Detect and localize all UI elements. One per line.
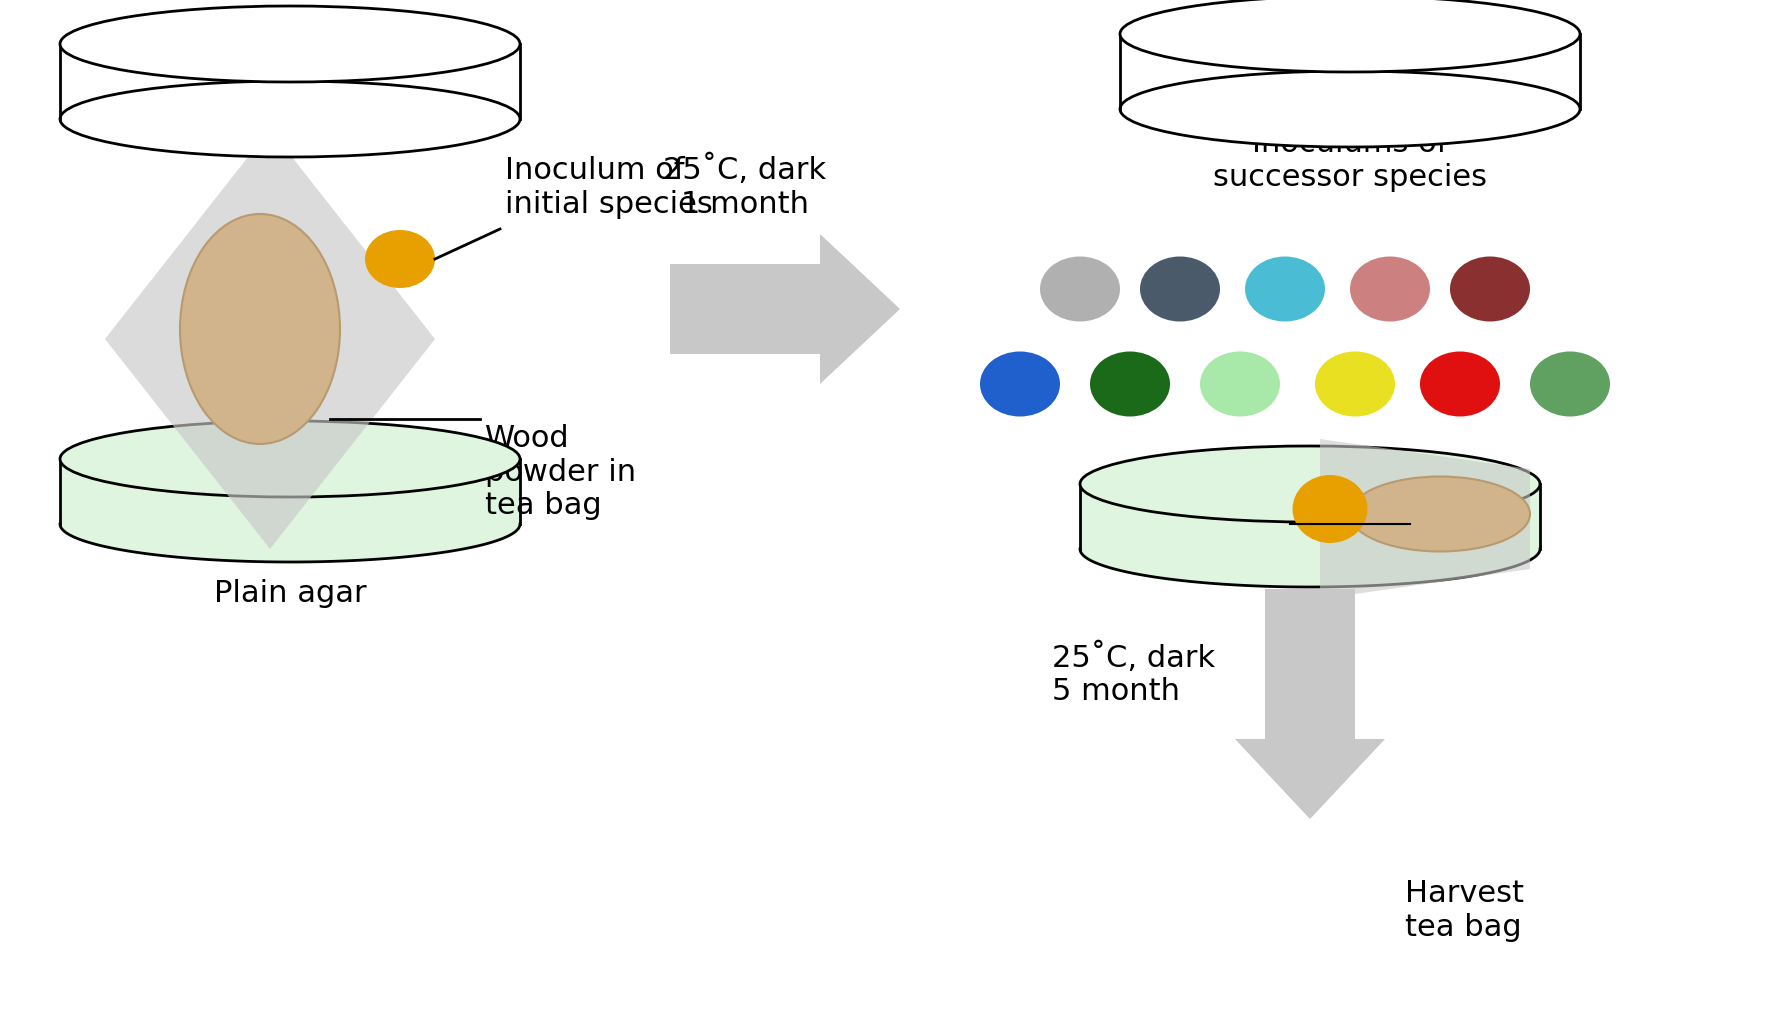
FancyArrow shape xyxy=(671,234,899,384)
Text: Inoculums of
successor species: Inoculums of successor species xyxy=(1212,129,1487,192)
Ellipse shape xyxy=(1529,352,1611,417)
Polygon shape xyxy=(1080,484,1540,549)
Ellipse shape xyxy=(365,230,435,288)
Ellipse shape xyxy=(1200,352,1280,417)
Text: Plain agar: Plain agar xyxy=(214,579,366,608)
Ellipse shape xyxy=(1080,446,1540,522)
Text: Harvest
tea bag: Harvest tea bag xyxy=(1405,879,1524,942)
Polygon shape xyxy=(104,129,435,549)
Ellipse shape xyxy=(1351,257,1430,322)
Ellipse shape xyxy=(60,81,520,157)
Polygon shape xyxy=(60,459,520,524)
Ellipse shape xyxy=(1080,511,1540,587)
Ellipse shape xyxy=(1420,352,1499,417)
Ellipse shape xyxy=(1120,0,1581,72)
Text: 25˚C, dark
1 month: 25˚C, dark 1 month xyxy=(664,154,827,219)
Text: Wood
powder in
tea bag: Wood powder in tea bag xyxy=(485,424,635,521)
Ellipse shape xyxy=(1041,257,1120,322)
Ellipse shape xyxy=(1450,257,1529,322)
Ellipse shape xyxy=(1140,257,1220,322)
Text: 25˚C, dark
5 month: 25˚C, dark 5 month xyxy=(1051,642,1214,706)
Ellipse shape xyxy=(1292,475,1368,543)
Ellipse shape xyxy=(60,486,520,562)
Text: Inoculum of
initial species: Inoculum of initial species xyxy=(504,156,713,219)
Ellipse shape xyxy=(1244,257,1326,322)
Ellipse shape xyxy=(181,214,340,444)
Ellipse shape xyxy=(60,421,520,497)
Ellipse shape xyxy=(981,352,1060,417)
Ellipse shape xyxy=(60,6,520,82)
Ellipse shape xyxy=(1351,477,1529,551)
Polygon shape xyxy=(1320,439,1529,599)
Ellipse shape xyxy=(1090,352,1170,417)
FancyArrow shape xyxy=(1235,589,1384,819)
Ellipse shape xyxy=(1120,71,1581,147)
Ellipse shape xyxy=(1315,352,1395,417)
